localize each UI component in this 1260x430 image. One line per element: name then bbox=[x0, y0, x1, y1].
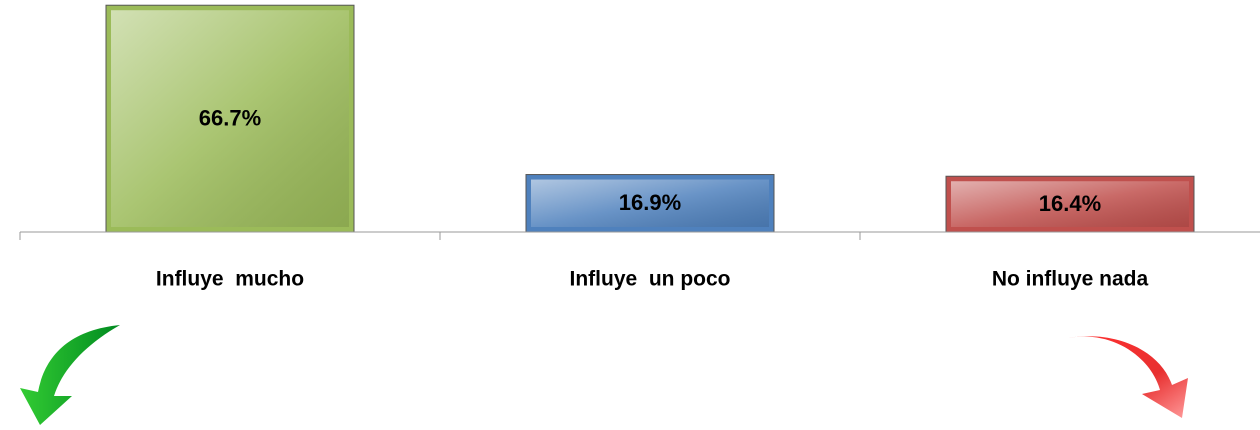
red-arrow bbox=[1068, 336, 1188, 418]
x-tick-label: No influye nada bbox=[992, 268, 1149, 291]
bar-highlight bbox=[951, 181, 1189, 227]
x-tick-label: Influye un poco bbox=[570, 268, 731, 291]
value-label: 66.7% bbox=[199, 105, 261, 130]
green-arrow bbox=[20, 325, 120, 425]
bar-highlight bbox=[111, 10, 349, 227]
value-label: 16.9% bbox=[619, 190, 681, 215]
value-label: 16.4% bbox=[1039, 191, 1101, 216]
bar-highlight bbox=[531, 179, 769, 227]
x-tick-label: Influye mucho bbox=[156, 268, 304, 291]
